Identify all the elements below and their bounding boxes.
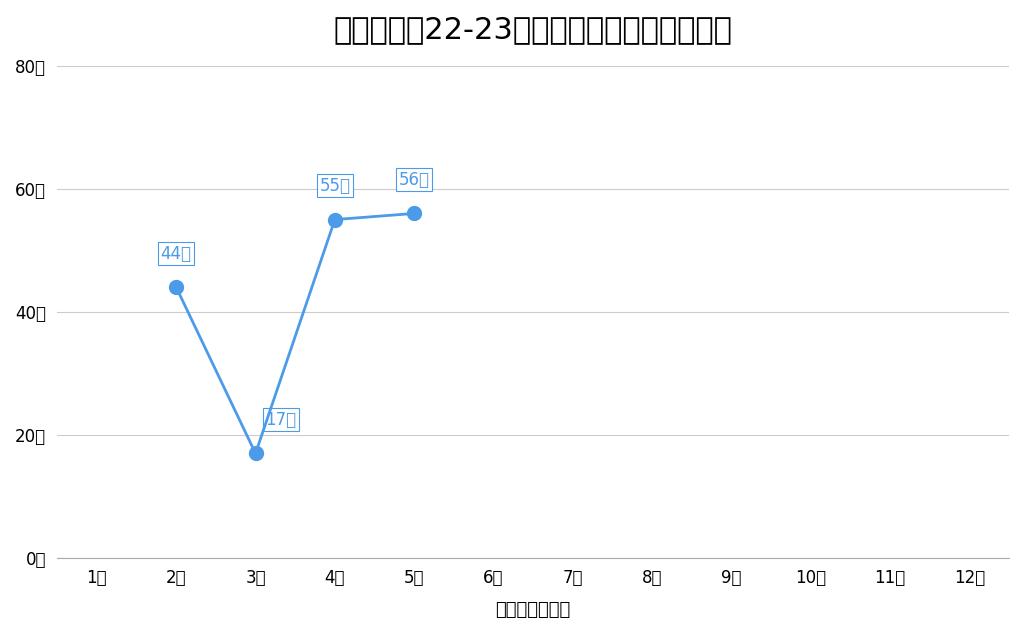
Text: 44回: 44回: [161, 245, 191, 262]
Text: 56回: 56回: [398, 171, 430, 189]
X-axis label: ボールタッチ数: ボールタッチ数: [496, 601, 570, 619]
Title: 鎌田大地・22-23シーズン／ボールタッチ数: 鎌田大地・22-23シーズン／ボールタッチ数: [334, 15, 732, 44]
Text: 55回: 55回: [319, 177, 350, 195]
Text: 17回: 17回: [265, 411, 296, 429]
